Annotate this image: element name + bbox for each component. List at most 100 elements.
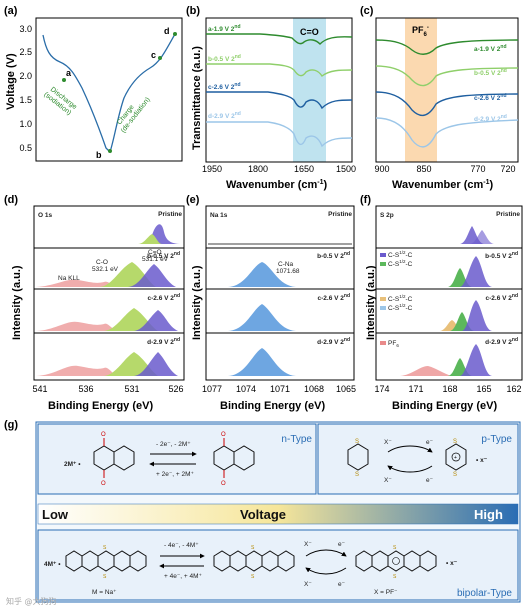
ytick: 1.5: [19, 95, 32, 105]
co-band: [293, 18, 326, 162]
b-x-label: X⁻: [304, 541, 312, 548]
xps-peak: [228, 304, 296, 331]
svg-text:S: S: [453, 472, 457, 478]
svg-text:S: S: [103, 574, 107, 580]
xtick: 541: [32, 384, 47, 394]
ntype-box: [37, 423, 317, 495]
xps-peak: [134, 310, 178, 331]
trace-a-label: a-1.9 V 2nd: [208, 24, 241, 33]
voltage-label: Voltage: [240, 507, 286, 522]
trace-c: [206, 91, 353, 110]
trace-a: [206, 33, 353, 45]
b2-arrow-forward: [305, 549, 347, 557]
xps-peak: [470, 230, 494, 244]
ftir-c-traces: [375, 39, 519, 148]
ann-co: C-O: [96, 259, 108, 266]
b-x2-label: X⁻: [304, 581, 312, 588]
n-bottom-label: + 2e⁻, + 2M⁺: [156, 471, 195, 478]
trace-c-label: c-2.6 V 2nd: [208, 82, 241, 91]
svg-text:S: S: [103, 545, 107, 551]
xtick: 1650: [294, 164, 314, 174]
label-d: d: [164, 26, 170, 36]
xps-peak: [36, 279, 118, 287]
legend-swatch: [380, 262, 386, 266]
label-a: a: [66, 68, 72, 78]
xtick: 165: [476, 384, 491, 394]
panel-d-frame: [33, 205, 185, 381]
ann-cna: C-Na: [278, 261, 294, 268]
xtick: 1065: [336, 384, 356, 394]
xps-peak: [128, 264, 176, 287]
ann-cna-ev: 1071.68: [276, 268, 300, 275]
xtick: 526: [168, 384, 183, 394]
trace-b-label: b-0.5 V 2nd: [474, 68, 507, 77]
core-label: O 1s: [38, 212, 52, 219]
dithiin-cation: + S S: [445, 439, 467, 478]
co-band-label: C=O: [300, 27, 319, 37]
panel-f-ylabel: Intensity (a.u.): [365, 265, 377, 340]
xtick: 720: [500, 164, 515, 174]
trace-a-label: a-1.9 V 2nd: [474, 44, 507, 53]
trace-a: [375, 39, 519, 55]
point-d: [173, 32, 177, 36]
core-label: Na 1s: [210, 212, 228, 219]
voltage-curve: [42, 33, 176, 154]
ann-c=o-ev: 531.1 eV: [142, 256, 169, 263]
dithiin: S S: [347, 439, 369, 478]
m-def: M = Na⁺: [92, 589, 117, 596]
xps-peak: [134, 352, 178, 376]
ptype-box: [317, 423, 519, 495]
xps-peak: [400, 366, 452, 376]
trace-d: [375, 117, 519, 148]
legend-swatch: [380, 341, 386, 345]
xtick: 168: [442, 384, 457, 394]
panel-c-letter: (c): [360, 5, 374, 17]
row-tag: Pristine: [496, 211, 520, 218]
p-e2-label: e⁻: [426, 477, 434, 484]
xtick: 174: [374, 384, 389, 394]
xtick: 900: [374, 164, 389, 174]
xtick: 1077: [202, 384, 222, 394]
panel-e-letter: (e): [186, 194, 200, 206]
xps-peak: [460, 256, 492, 287]
panel-e-frame: [205, 205, 355, 381]
panel-g-letter: (g): [4, 419, 18, 431]
xtick: 1800: [248, 164, 268, 174]
panel-b-xlabel: Wavenumber (cm-1): [226, 179, 328, 191]
xtick: 1074: [236, 384, 256, 394]
xps-peak: [228, 348, 296, 376]
point-b: [108, 149, 112, 153]
panel-b-frame: [205, 17, 353, 163]
panel-b-letter: (b): [186, 5, 200, 17]
xtick: 1950: [202, 164, 222, 174]
svg-text:S: S: [393, 574, 397, 580]
xtick: 171: [408, 384, 423, 394]
svg-text:S: S: [251, 545, 255, 551]
row-tag: d-2.9 V 2nd: [147, 337, 180, 346]
xps-peak: [460, 344, 492, 376]
xtick: 1500: [336, 164, 356, 174]
voltage-high: High: [474, 507, 503, 522]
ntype-label: n-Type: [281, 434, 312, 445]
panel-e: (e) Intensity (a.u.) Na 1s Pristine b-0.…: [186, 194, 356, 412]
panel-c-xlabel: Wavenumber (cm-1): [392, 179, 494, 191]
n-top-label: - 2e⁻, - 2M⁺: [156, 441, 191, 448]
svg-text:S: S: [355, 472, 359, 478]
thianthrene-quinone-cation: S S: [355, 545, 437, 580]
row-tag: d-2.9 V 2nd: [317, 337, 350, 346]
ftir-b-traces: [206, 33, 353, 148]
ptype-label: p-Type: [481, 434, 512, 445]
thianthrene-quinone: S S: [213, 545, 295, 580]
ann-c=o: C=O: [148, 249, 162, 256]
trace-b: [375, 65, 519, 87]
xps-peak: [36, 224, 182, 244]
panel-d: (d) Intensity (a.u.) O 1s Pristine b-0.5…: [4, 194, 185, 412]
p-product: • x⁻: [476, 457, 488, 464]
point-a: [62, 78, 66, 82]
trace-b-label: b-0.5 V 2nd: [208, 54, 241, 63]
p-arrow-back: [387, 465, 433, 473]
xtick: 536: [78, 384, 93, 394]
row-tag: c-2.6 V 2nd: [148, 293, 181, 302]
svg-text:S: S: [251, 574, 255, 580]
trace-b: [206, 63, 353, 78]
